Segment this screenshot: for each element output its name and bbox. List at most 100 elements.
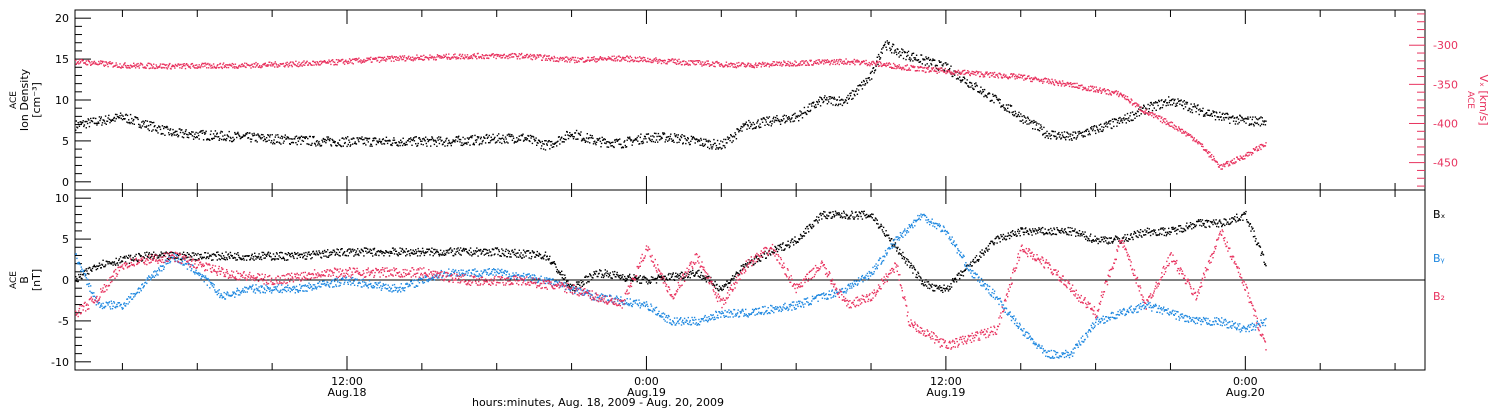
bx-point — [613, 274, 615, 276]
vx-point — [141, 63, 143, 65]
ion-density-point — [201, 130, 203, 132]
ion-density-point — [423, 139, 426, 141]
vx-point — [1094, 90, 1096, 92]
vx-point — [428, 56, 431, 59]
ion-density-point — [634, 139, 636, 141]
bx-point — [214, 254, 217, 256]
ion-density-point — [732, 140, 734, 142]
bx-point — [221, 252, 223, 255]
bx-point — [451, 250, 454, 252]
ion-density-point — [1264, 120, 1266, 122]
top-right-ytick-label: -300 — [1433, 39, 1458, 52]
ion-density-point — [629, 136, 631, 138]
vx-point — [362, 60, 364, 62]
bx-point — [96, 265, 98, 267]
ion-density-point — [879, 58, 881, 60]
ion-density-point — [483, 136, 485, 138]
ion-density-point — [1091, 129, 1094, 132]
vx-point — [1021, 77, 1023, 79]
ion-density-point — [1077, 131, 1079, 133]
ion-density-point — [961, 80, 963, 82]
ion-density-point — [846, 96, 848, 99]
ion-density-point — [686, 139, 688, 142]
bx-point — [453, 255, 455, 257]
vx-point — [155, 64, 157, 66]
bx-point — [118, 259, 120, 262]
ion-density-point — [283, 140, 285, 142]
vx-point — [585, 60, 588, 62]
ion-density-point — [512, 135, 514, 137]
bx-point — [138, 253, 140, 255]
ion-density-point — [1227, 113, 1229, 116]
vx-point — [822, 59, 824, 62]
bx-point — [476, 247, 478, 249]
ion-density-point — [646, 141, 648, 143]
bx-point — [688, 271, 691, 273]
ion-density-point — [846, 102, 849, 104]
bx-point — [515, 252, 517, 255]
ion-density-point — [253, 132, 255, 135]
ion-density-point — [1015, 112, 1017, 115]
bx-point — [523, 256, 525, 258]
bx-point — [109, 262, 112, 264]
ion-density-point — [1041, 128, 1043, 130]
ion-density-point — [1097, 129, 1099, 132]
ion-density-point — [664, 141, 666, 143]
ion-density-point — [325, 139, 328, 142]
vx-point — [975, 74, 977, 76]
bx-point — [661, 276, 663, 279]
ion-density-point — [891, 52, 893, 54]
vx-point — [192, 64, 195, 67]
vx-point — [229, 63, 231, 66]
vx-point — [576, 61, 578, 63]
ion-density-point — [1159, 108, 1161, 110]
bx-point — [690, 273, 693, 275]
vx-point — [1111, 90, 1113, 93]
vx-point — [1053, 83, 1055, 85]
ion-density-point — [734, 132, 736, 134]
vx-point — [176, 65, 179, 67]
ion-density-point — [924, 64, 927, 66]
bx-point — [675, 275, 678, 277]
vx-point — [641, 57, 643, 59]
vx-point — [136, 65, 139, 68]
vx-point — [152, 66, 154, 68]
bx-point — [104, 264, 107, 266]
bx-point — [434, 248, 436, 251]
vx-point — [814, 61, 816, 63]
bx-point — [689, 277, 691, 279]
bx-point — [670, 273, 672, 275]
vx-point — [770, 64, 772, 66]
vx-point — [122, 66, 124, 69]
vx-point — [1026, 77, 1028, 79]
ion-density-point — [453, 140, 456, 142]
ion-density-point — [801, 117, 804, 119]
bx-point — [476, 250, 479, 252]
vx-point — [119, 63, 121, 65]
vx-point — [784, 64, 787, 67]
ion-density-point — [603, 138, 605, 140]
bx-point — [181, 253, 184, 255]
ion-density-point — [215, 135, 217, 138]
ion-density-point — [610, 145, 612, 147]
ion-density-point — [1241, 117, 1243, 119]
ion-density-point — [791, 117, 793, 119]
ion-density-point — [963, 76, 965, 78]
bx-point — [660, 275, 663, 277]
ion-density-point — [490, 136, 492, 138]
vx-point — [254, 63, 256, 65]
vx-point — [1192, 138, 1195, 140]
bx-point — [655, 278, 657, 280]
ion-density-point — [992, 93, 994, 95]
ion-density-point — [947, 63, 949, 65]
ion-density-point — [693, 138, 696, 140]
ion-density-point — [519, 139, 522, 141]
ion-density-point — [1158, 100, 1160, 103]
ion-density-point — [403, 142, 406, 145]
bx-point — [650, 281, 652, 283]
vx-point — [306, 60, 308, 62]
vx-point — [853, 58, 855, 61]
ion-density-point — [184, 130, 187, 133]
bx-point — [206, 256, 208, 258]
ion-density-point — [847, 94, 849, 97]
